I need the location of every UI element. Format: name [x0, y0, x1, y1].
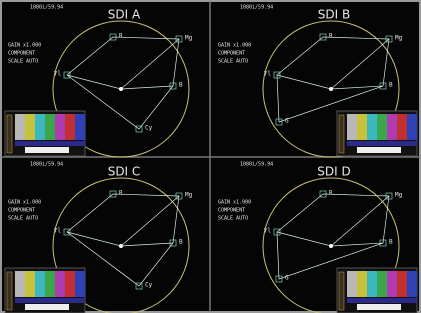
color-bar: [367, 271, 377, 297]
color-bar: [397, 271, 407, 297]
info-line: COMPONENT: [8, 51, 35, 57]
color-bar: [65, 271, 75, 297]
center-dot: [119, 87, 123, 91]
thumbnail-strip: [347, 298, 417, 303]
target-label: B: [179, 82, 183, 89]
color-bar: [347, 271, 357, 297]
timecode-box: [357, 304, 401, 310]
color-bar: [35, 271, 45, 297]
color-bar: [377, 114, 387, 140]
level-meter: [7, 272, 12, 310]
panel-title: SDI B: [318, 8, 350, 22]
format-label: 1080i/59.94: [240, 162, 273, 168]
target-label: Cy: [145, 125, 153, 132]
panel-title: SDI D: [317, 165, 350, 179]
color-bar: [397, 114, 407, 140]
target-label: Yl: [54, 71, 62, 78]
target-label: Mg: [395, 35, 403, 42]
color-bar: [387, 114, 397, 140]
target-label: R: [329, 33, 333, 40]
info-line: GAIN x1.000: [8, 43, 41, 49]
info-line: COMPONENT: [218, 51, 245, 57]
level-meter: [339, 272, 344, 310]
info-line: GAIN x1.000: [8, 200, 41, 206]
color-bar: [15, 114, 25, 140]
info-line: COMPONENT: [8, 208, 35, 214]
level-meter: [7, 115, 12, 153]
info-line: SCALE AUTO: [8, 59, 38, 65]
target-label: Mg: [395, 192, 403, 199]
info-line: SCALE AUTO: [218, 59, 248, 65]
center-dot: [329, 244, 333, 248]
target-label: B: [179, 239, 183, 246]
panel-title: SDI C: [108, 165, 141, 179]
monitor-screen: 1080i/59.94 SDI A GAIN x1.000 COMPONENT SCAL…: [0, 0, 421, 313]
target-label: Yl: [264, 71, 272, 78]
center-dot: [329, 87, 333, 91]
color-bar: [377, 271, 387, 297]
info-line: GAIN x1.000: [218, 200, 251, 206]
thumbnail-strip: [15, 298, 85, 303]
color-bar: [357, 114, 367, 140]
format-label: 1080i/59.94: [240, 5, 273, 11]
color-bar: [367, 114, 377, 140]
color-bar: [347, 114, 357, 140]
target-label: B: [389, 82, 393, 89]
color-bar: [55, 271, 65, 297]
format-label: 1080i/59.94: [30, 5, 63, 11]
target-label: Yl: [54, 228, 62, 235]
color-bar: [407, 114, 417, 140]
color-bar: [15, 271, 25, 297]
color-bar: [45, 271, 55, 297]
color-bar: [407, 271, 417, 297]
target-label: G: [285, 118, 289, 125]
timecode-box: [25, 304, 69, 310]
color-bar: [45, 114, 55, 140]
color-bar: [387, 271, 397, 297]
target-label: B: [389, 239, 393, 246]
thumbnail-strip: [347, 141, 417, 146]
target-label: Cy: [145, 282, 153, 289]
info-line: GAIN x1.000: [218, 43, 251, 49]
info-line: SCALE AUTO: [8, 216, 38, 222]
target-label: G: [285, 275, 289, 282]
panel-title: SDI A: [108, 8, 141, 22]
color-bar: [55, 114, 65, 140]
target-label: Mg: [185, 192, 193, 199]
target-label: Yl: [264, 228, 272, 235]
color-bar: [25, 271, 35, 297]
color-bar: [75, 271, 85, 297]
level-meter: [339, 115, 344, 153]
timecode-box: [25, 147, 69, 153]
format-label: 1080i/59.94: [30, 162, 63, 168]
center-dot: [119, 244, 123, 248]
color-bar: [25, 114, 35, 140]
color-bar: [75, 114, 85, 140]
info-line: SCALE AUTO: [218, 216, 248, 222]
info-line: COMPONENT: [218, 208, 245, 214]
target-label: Mg: [185, 35, 193, 42]
color-bar: [35, 114, 45, 140]
timecode-box: [357, 147, 401, 153]
color-bar: [65, 114, 75, 140]
target-label: R: [119, 190, 123, 197]
thumbnail-strip: [15, 141, 85, 146]
target-label: R: [329, 190, 333, 197]
target-label: R: [119, 33, 123, 40]
color-bar: [357, 271, 367, 297]
